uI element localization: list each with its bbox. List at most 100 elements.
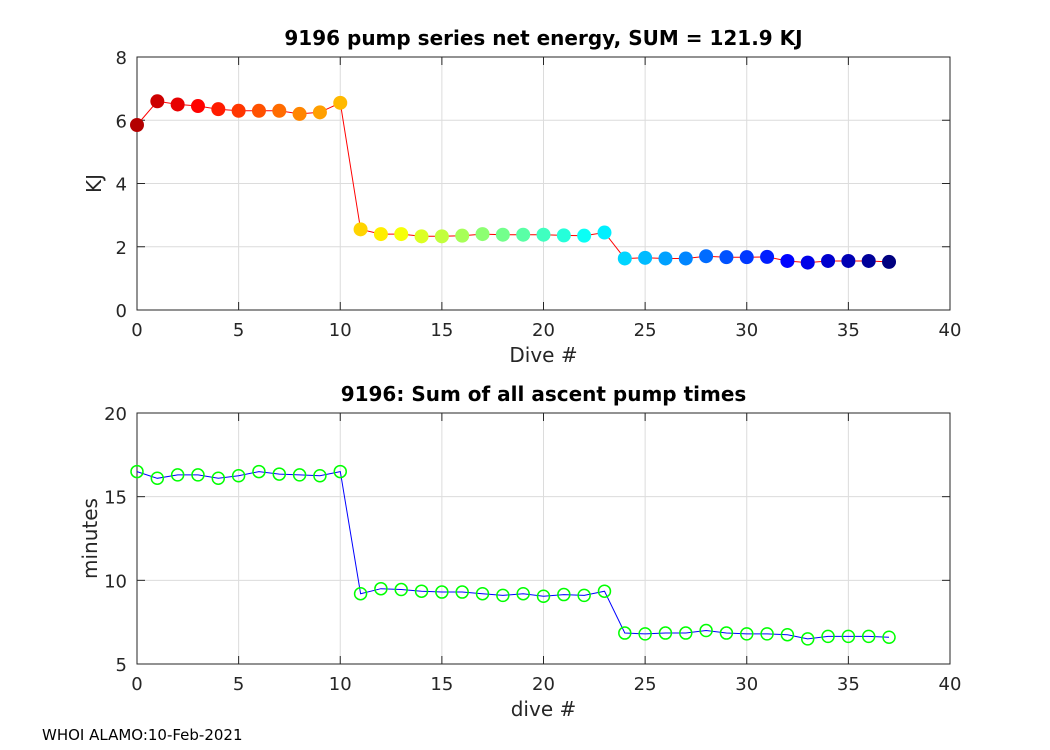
y-tick-label: 15	[104, 488, 127, 509]
data-point	[170, 468, 185, 482]
data-point	[719, 626, 734, 640]
data-point	[252, 464, 266, 479]
data-point	[658, 626, 673, 640]
data-point	[455, 228, 470, 243]
data-point	[313, 469, 327, 483]
data-point	[780, 253, 795, 268]
data-point	[374, 581, 388, 596]
data-point	[861, 629, 876, 644]
x-tick-label: 15	[430, 674, 453, 695]
x-axis-label: Dive #	[509, 343, 577, 367]
x-tick-label: 30	[735, 674, 758, 695]
footer-label: WHOI ALAMO:10-Feb-2021	[42, 726, 243, 744]
data-point	[333, 464, 347, 479]
y-axis-label: KJ	[82, 174, 106, 193]
y-tick-label: 20	[104, 404, 127, 425]
data-point	[312, 105, 327, 120]
x-tick-label: 10	[329, 320, 352, 341]
data-point	[455, 585, 469, 599]
data-point	[495, 227, 510, 242]
chart-title: 9196: Sum of all ascent pump times	[341, 382, 747, 406]
data-point	[475, 586, 490, 601]
data-point	[251, 103, 266, 118]
data-point	[536, 227, 551, 242]
data-point	[414, 584, 429, 598]
data-point	[780, 627, 795, 642]
data-point	[739, 250, 754, 265]
y-axis-label: minutes	[78, 498, 102, 579]
data-point	[597, 584, 612, 598]
y-tick-label: 0	[116, 301, 127, 322]
data-point	[577, 228, 592, 243]
data-point	[272, 467, 287, 481]
x-tick-label: 5	[233, 320, 244, 341]
data-point	[556, 228, 571, 243]
data-point	[617, 251, 632, 266]
data-point	[638, 250, 653, 265]
data-point	[211, 102, 226, 117]
data-point	[821, 629, 835, 644]
data-point	[475, 227, 490, 242]
data-point	[841, 253, 856, 268]
data-point	[821, 253, 836, 268]
data-point	[516, 227, 531, 242]
data-point	[434, 229, 449, 244]
x-tick-label: 25	[634, 320, 657, 341]
plot-1: 0 5 10 15 20 25 30 35 40 0 2 4 6 8 9196 pump series ne…	[82, 26, 961, 367]
data-point	[597, 225, 612, 240]
y-tick-label: 2	[116, 238, 127, 259]
x-tick-label: 40	[939, 674, 962, 695]
data-point	[516, 586, 530, 601]
x-tick-label: 25	[634, 674, 657, 695]
data-point	[760, 249, 775, 264]
data-point	[882, 630, 896, 644]
x-tick-label: 35	[837, 674, 860, 695]
data-point	[678, 251, 693, 266]
data-point	[557, 587, 571, 602]
data-point	[394, 227, 409, 242]
data-point	[353, 586, 368, 601]
data-point	[231, 469, 246, 483]
x-tick-label: 20	[532, 320, 555, 341]
data-point	[373, 227, 388, 242]
data-point	[719, 250, 734, 265]
x-tick-label: 5	[233, 674, 244, 695]
data-point	[394, 582, 408, 597]
data-point	[414, 229, 429, 244]
data-point	[699, 249, 714, 264]
x-tick-label: 30	[735, 320, 758, 341]
series-line	[136, 471, 890, 640]
x-tick-label: 0	[131, 674, 142, 695]
data-point	[292, 468, 307, 482]
x-tick-label: 35	[837, 320, 860, 341]
x-tick-label: 10	[329, 674, 352, 695]
data-point	[130, 117, 144, 132]
data-point	[699, 623, 713, 638]
x-tick-label: 0	[131, 320, 142, 341]
data-point	[496, 588, 510, 603]
data-point	[353, 222, 368, 237]
data-point	[170, 97, 185, 112]
data-point	[760, 627, 774, 641]
data-point	[333, 95, 348, 110]
data-point	[272, 103, 287, 118]
data-point	[191, 468, 205, 482]
data-point	[882, 254, 897, 269]
data-point	[638, 627, 652, 641]
data-point	[150, 94, 165, 109]
data-point	[435, 585, 449, 599]
data-point	[231, 103, 246, 118]
data-point	[211, 471, 226, 486]
x-tick-label: 20	[532, 674, 555, 695]
data-point	[292, 106, 307, 121]
data-point	[577, 588, 591, 603]
y-tick-label: 6	[116, 111, 127, 132]
y-tick-label: 8	[116, 48, 127, 69]
data-point	[150, 471, 165, 486]
data-point	[841, 629, 856, 644]
data-point	[861, 253, 876, 268]
data-point	[618, 626, 632, 640]
y-tick-label: 10	[104, 571, 127, 592]
